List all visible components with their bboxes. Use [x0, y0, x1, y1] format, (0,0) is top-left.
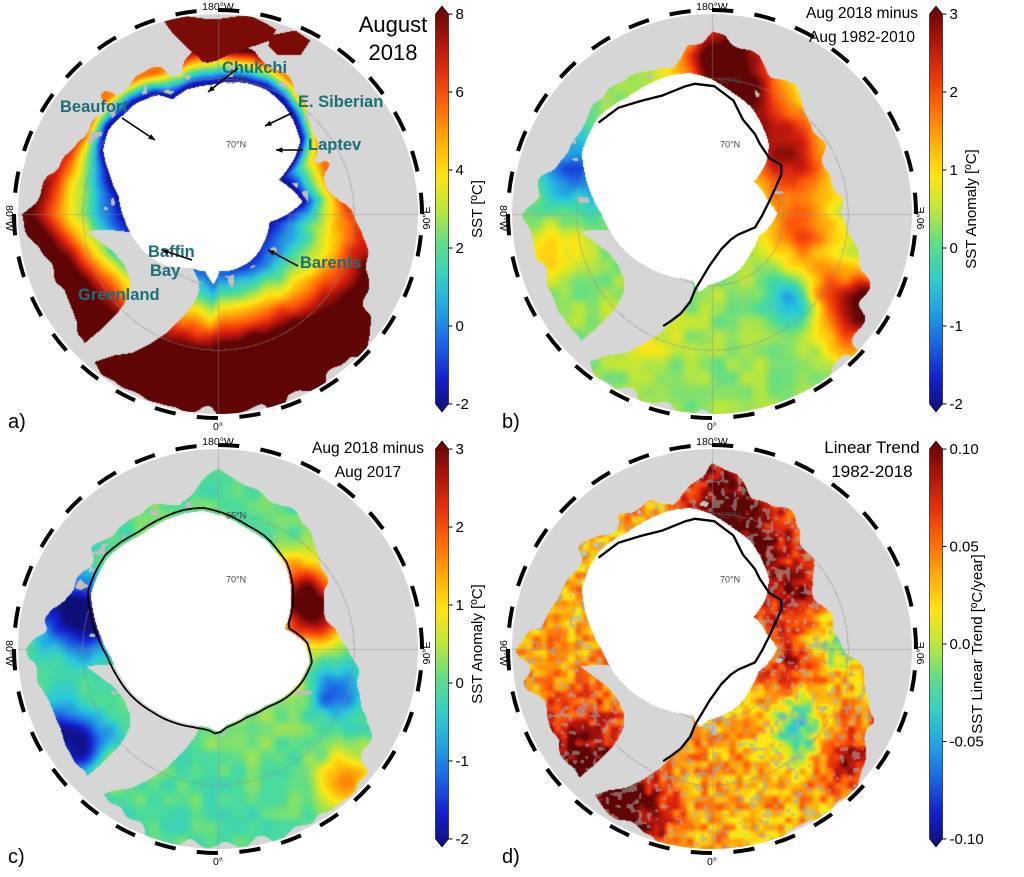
svg-text:65°N: 65°N [226, 75, 246, 85]
svg-text:Aug 2018 minus: Aug 2018 minus [806, 5, 918, 22]
svg-text:1: 1 [456, 597, 464, 614]
svg-text:0°: 0° [707, 856, 717, 868]
svg-text:80°W: 80°W [497, 205, 509, 231]
svg-text:Barents: Barents [300, 254, 361, 272]
svg-text:Chukchi: Chukchi [222, 59, 287, 77]
svg-text:August: August [359, 12, 428, 37]
svg-text:65°N: 65°N [720, 510, 740, 520]
svg-text:SST Anomaly [ºC]: SST Anomaly [ºC] [963, 149, 980, 268]
svg-text:90°E: 90°E [421, 207, 433, 230]
svg-text:2: 2 [456, 240, 464, 257]
svg-text:4: 4 [456, 162, 464, 179]
svg-text:0.10: 0.10 [950, 441, 979, 458]
svg-text:70°N: 70°N [226, 575, 246, 585]
svg-text:0°: 0° [213, 856, 223, 868]
svg-text:90°E: 90°E [915, 642, 927, 665]
svg-text:-2: -2 [950, 396, 963, 413]
svg-text:-2: -2 [456, 396, 469, 413]
svg-text:80°W: 80°W [3, 205, 15, 231]
svg-text:0: 0 [456, 675, 464, 692]
svg-text:Aug 2018 minus: Aug 2018 minus [312, 440, 424, 457]
svg-text:d): d) [502, 846, 520, 868]
svg-text:Linear Trend: Linear Trend [824, 438, 919, 457]
svg-text:1: 1 [950, 162, 958, 179]
svg-text:70°N: 70°N [226, 140, 246, 150]
svg-text:Greenland: Greenland [78, 286, 160, 304]
svg-text:b): b) [502, 411, 520, 433]
svg-text:65°N: 65°N [720, 75, 740, 85]
svg-text:2018: 2018 [369, 40, 418, 65]
svg-text:6: 6 [456, 84, 464, 101]
svg-text:Beaufort: Beaufort [60, 98, 128, 116]
svg-text:3: 3 [950, 6, 958, 23]
svg-text:Laptev: Laptev [308, 136, 362, 154]
svg-text:SST Linear Trend [ºC/year]: SST Linear Trend [ºC/year] [969, 554, 986, 733]
svg-text:90°E: 90°E [421, 642, 433, 665]
svg-text:180°W: 180°W [696, 436, 728, 448]
svg-text:-2: -2 [456, 831, 469, 848]
svg-text:180°W: 180°W [202, 436, 234, 448]
svg-text:180°W: 180°W [696, 1, 728, 13]
svg-text:0: 0 [950, 240, 958, 257]
svg-text:90°E: 90°E [915, 207, 927, 230]
svg-text:Aug 2017: Aug 2017 [335, 464, 401, 481]
svg-text:80°W: 80°W [3, 640, 15, 666]
svg-text:70°N: 70°N [720, 140, 740, 150]
svg-text:0.05: 0.05 [950, 539, 979, 556]
svg-text:c): c) [8, 846, 25, 868]
svg-text:SST [ºC]: SST [ºC] [469, 180, 486, 238]
svg-text:2: 2 [950, 84, 958, 101]
svg-text:0.0: 0.0 [950, 636, 971, 653]
svg-text:SST Anomaly [ºC]: SST Anomaly [ºC] [469, 584, 486, 703]
svg-text:1982-2018: 1982-2018 [831, 462, 912, 481]
svg-text:3: 3 [456, 441, 464, 458]
svg-text:Aug 1982-2010: Aug 1982-2010 [809, 29, 915, 46]
svg-text:8: 8 [456, 6, 464, 23]
svg-text:0°: 0° [707, 421, 717, 433]
svg-text:90°W: 90°W [497, 640, 509, 666]
svg-text:180°W: 180°W [202, 1, 234, 13]
svg-text:-0.10: -0.10 [950, 831, 984, 848]
svg-text:2: 2 [456, 519, 464, 536]
svg-text:a): a) [8, 411, 26, 433]
svg-text:-1: -1 [456, 753, 469, 770]
svg-text:-0.05: -0.05 [950, 733, 984, 750]
svg-text:E. Siberian: E. Siberian [298, 93, 383, 111]
svg-text:0: 0 [456, 318, 464, 335]
svg-text:Bay: Bay [150, 262, 181, 280]
svg-text:-1: -1 [950, 318, 963, 335]
svg-text:70°N: 70°N [720, 575, 740, 585]
svg-text:0°: 0° [213, 421, 223, 433]
